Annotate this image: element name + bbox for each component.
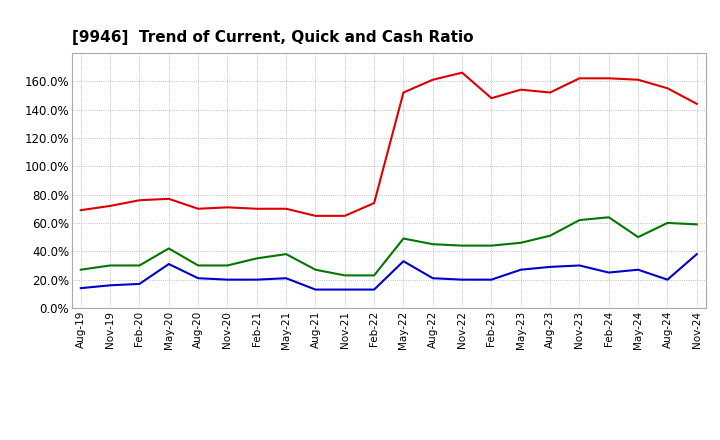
Cash Ratio: [458, 277, 467, 282]
Quick Ratio: [164, 246, 173, 251]
Cash Ratio: [164, 261, 173, 267]
Quick Ratio: [458, 243, 467, 248]
Current Ratio: [135, 198, 144, 203]
Current Ratio: [341, 213, 349, 219]
Cash Ratio: [135, 281, 144, 286]
Quick Ratio: [487, 243, 496, 248]
Current Ratio: [282, 206, 290, 211]
Current Ratio: [76, 208, 85, 213]
Current Ratio: [223, 205, 232, 210]
Current Ratio: [575, 76, 584, 81]
Quick Ratio: [282, 252, 290, 257]
Current Ratio: [516, 87, 525, 92]
Quick Ratio: [253, 256, 261, 261]
Current Ratio: [194, 206, 202, 211]
Quick Ratio: [663, 220, 672, 226]
Line: Cash Ratio: Cash Ratio: [81, 254, 697, 290]
Quick Ratio: [634, 235, 642, 240]
Cash Ratio: [370, 287, 379, 292]
Cash Ratio: [311, 287, 320, 292]
Current Ratio: [546, 90, 554, 95]
Cash Ratio: [223, 277, 232, 282]
Cash Ratio: [605, 270, 613, 275]
Cash Ratio: [487, 277, 496, 282]
Text: [9946]  Trend of Current, Quick and Cash Ratio: [9946] Trend of Current, Quick and Cash …: [72, 29, 474, 45]
Quick Ratio: [106, 263, 114, 268]
Quick Ratio: [223, 263, 232, 268]
Cash Ratio: [76, 286, 85, 291]
Current Ratio: [311, 213, 320, 219]
Cash Ratio: [516, 267, 525, 272]
Line: Current Ratio: Current Ratio: [81, 73, 697, 216]
Current Ratio: [693, 101, 701, 106]
Current Ratio: [458, 70, 467, 75]
Quick Ratio: [546, 233, 554, 238]
Current Ratio: [164, 196, 173, 202]
Quick Ratio: [311, 267, 320, 272]
Cash Ratio: [253, 277, 261, 282]
Quick Ratio: [399, 236, 408, 241]
Quick Ratio: [605, 215, 613, 220]
Quick Ratio: [516, 240, 525, 246]
Cash Ratio: [634, 267, 642, 272]
Cash Ratio: [693, 252, 701, 257]
Quick Ratio: [194, 263, 202, 268]
Cash Ratio: [341, 287, 349, 292]
Cash Ratio: [575, 263, 584, 268]
Quick Ratio: [76, 267, 85, 272]
Line: Quick Ratio: Quick Ratio: [81, 217, 697, 275]
Cash Ratio: [282, 275, 290, 281]
Current Ratio: [370, 201, 379, 206]
Quick Ratio: [575, 217, 584, 223]
Cash Ratio: [663, 277, 672, 282]
Current Ratio: [253, 206, 261, 211]
Quick Ratio: [693, 222, 701, 227]
Cash Ratio: [428, 275, 437, 281]
Quick Ratio: [370, 273, 379, 278]
Current Ratio: [663, 86, 672, 91]
Cash Ratio: [546, 264, 554, 270]
Current Ratio: [605, 76, 613, 81]
Cash Ratio: [194, 275, 202, 281]
Current Ratio: [428, 77, 437, 82]
Cash Ratio: [106, 282, 114, 288]
Cash Ratio: [399, 259, 408, 264]
Current Ratio: [487, 95, 496, 101]
Current Ratio: [634, 77, 642, 82]
Current Ratio: [399, 90, 408, 95]
Quick Ratio: [428, 242, 437, 247]
Quick Ratio: [341, 273, 349, 278]
Current Ratio: [106, 203, 114, 209]
Quick Ratio: [135, 263, 144, 268]
